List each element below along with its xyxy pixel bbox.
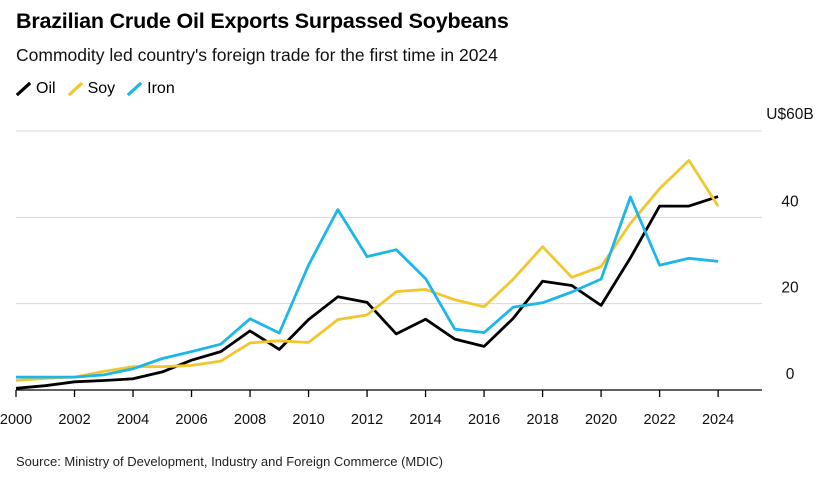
series-line-iron [16, 195, 719, 379]
x-tick-label: 2004 [117, 412, 149, 428]
x-tick-label: 2014 [409, 412, 441, 428]
x-tick-label: 2000 [0, 412, 32, 428]
y-unit-label: U$60B [766, 106, 813, 123]
series-lines [15, 158, 720, 390]
legend-label-soy: Soy [87, 80, 116, 97]
chart-title: Brazilian Crude Oil Exports Surpassed So… [16, 9, 509, 33]
x-tick-label: 2018 [526, 412, 558, 428]
y-tick-label: 0 [786, 366, 795, 383]
x-tick-label: 2022 [643, 412, 675, 428]
chart-legend: Oil Soy Iron [16, 80, 187, 98]
legend-item-iron: Iron [127, 80, 175, 98]
source-note: Source: Ministry of Development, Industr… [16, 454, 443, 469]
x-tick-label: 2024 [702, 412, 734, 428]
axes: 0 20 40 U$60B 2000 2002 2004 2006 2008 2010 2012 20… [0, 106, 814, 428]
legend-item-oil: Oil [16, 80, 56, 98]
x-tick-label: 2016 [468, 412, 500, 428]
y-tick-label: 20 [781, 280, 799, 297]
chart-subtitle: Commodity led country's foreign trade fo… [16, 45, 498, 65]
legend-swatch-oil [16, 82, 31, 96]
x-tick-label: 2002 [58, 412, 90, 428]
legend-item-soy: Soy [67, 80, 116, 98]
gridlines [16, 130, 762, 305]
series-line-soy [15, 158, 720, 382]
x-tick-label: 2020 [585, 412, 617, 428]
y-tick-label: 40 [781, 193, 799, 210]
x-tick-label: 2008 [234, 412, 266, 428]
x-tick-label: 2012 [351, 412, 383, 428]
legend-swatch-iron [127, 82, 143, 96]
legend-label-iron: Iron [147, 80, 175, 97]
legend-label-oil: Oil [36, 80, 56, 97]
x-tick-label: 2010 [292, 412, 324, 428]
series-line-oil [15, 195, 719, 390]
x-tick-label: 2006 [175, 412, 207, 428]
legend-swatch-soy [67, 82, 83, 96]
